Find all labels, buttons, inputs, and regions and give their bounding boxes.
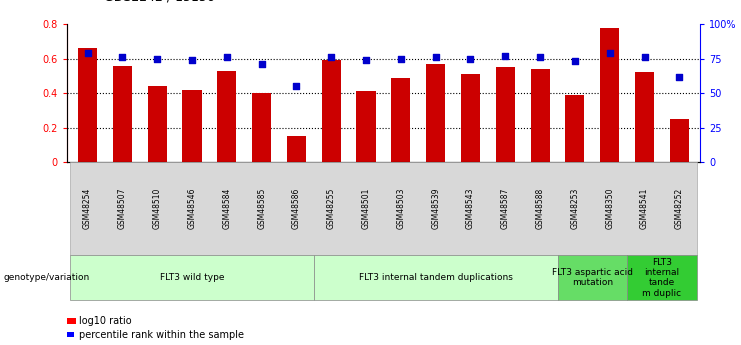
Bar bbox=[322, 60, 341, 162]
Point bbox=[569, 59, 581, 64]
Bar bbox=[252, 93, 271, 162]
Text: FLT3 aspartic acid
mutation: FLT3 aspartic acid mutation bbox=[552, 268, 633, 287]
Text: log10 ratio: log10 ratio bbox=[79, 316, 131, 326]
Point bbox=[674, 74, 685, 79]
Point bbox=[465, 56, 476, 61]
Text: GSM48584: GSM48584 bbox=[222, 188, 231, 229]
Bar bbox=[287, 136, 306, 162]
Bar bbox=[426, 64, 445, 162]
Text: GSM48255: GSM48255 bbox=[327, 188, 336, 229]
Bar bbox=[531, 69, 550, 162]
Point bbox=[325, 55, 337, 60]
Text: GSM48503: GSM48503 bbox=[396, 188, 405, 229]
Text: GSM48252: GSM48252 bbox=[675, 188, 684, 229]
Bar bbox=[670, 119, 689, 162]
Text: GSM48510: GSM48510 bbox=[153, 188, 162, 229]
Point bbox=[430, 55, 442, 60]
Point bbox=[604, 50, 616, 56]
Point bbox=[534, 55, 546, 60]
Bar bbox=[496, 67, 515, 162]
Text: GSM48501: GSM48501 bbox=[362, 188, 370, 229]
Point bbox=[221, 55, 233, 60]
Bar bbox=[113, 66, 132, 162]
Text: GSM48543: GSM48543 bbox=[466, 188, 475, 229]
Point bbox=[290, 83, 302, 89]
Point bbox=[186, 57, 198, 63]
Text: GSM48507: GSM48507 bbox=[118, 188, 127, 229]
Bar bbox=[78, 48, 97, 162]
Text: GSM48546: GSM48546 bbox=[187, 188, 196, 229]
Text: GSM48586: GSM48586 bbox=[292, 188, 301, 229]
Text: FLT3 wild type: FLT3 wild type bbox=[160, 273, 225, 282]
Point bbox=[360, 57, 372, 63]
Text: FLT3
internal
tande
m duplic: FLT3 internal tande m duplic bbox=[642, 258, 682, 298]
Text: FLT3 internal tandem duplications: FLT3 internal tandem duplications bbox=[359, 273, 513, 282]
Text: GSM48254: GSM48254 bbox=[83, 188, 92, 229]
Text: GSM48585: GSM48585 bbox=[257, 188, 266, 229]
Point bbox=[499, 53, 511, 59]
Text: GSM48539: GSM48539 bbox=[431, 188, 440, 229]
Point bbox=[116, 55, 128, 60]
Point bbox=[82, 50, 93, 56]
Point bbox=[395, 56, 407, 61]
Bar bbox=[391, 78, 411, 162]
Point bbox=[639, 55, 651, 60]
Bar bbox=[356, 91, 376, 162]
Bar bbox=[635, 72, 654, 162]
Bar bbox=[147, 86, 167, 162]
Bar bbox=[461, 74, 480, 162]
Text: GSM48587: GSM48587 bbox=[501, 188, 510, 229]
Text: GSM48253: GSM48253 bbox=[571, 188, 579, 229]
Text: GSM48541: GSM48541 bbox=[640, 188, 649, 229]
Text: GSM48588: GSM48588 bbox=[536, 188, 545, 229]
Text: GDS2242 / 15156: GDS2242 / 15156 bbox=[104, 0, 214, 3]
Text: percentile rank within the sample: percentile rank within the sample bbox=[79, 330, 244, 339]
Bar bbox=[600, 28, 619, 162]
Text: GSM48350: GSM48350 bbox=[605, 188, 614, 229]
Point bbox=[256, 61, 268, 67]
Bar bbox=[182, 90, 202, 162]
Bar bbox=[217, 71, 236, 162]
Bar bbox=[565, 95, 585, 162]
Point bbox=[151, 56, 163, 61]
Text: genotype/variation: genotype/variation bbox=[4, 273, 90, 282]
